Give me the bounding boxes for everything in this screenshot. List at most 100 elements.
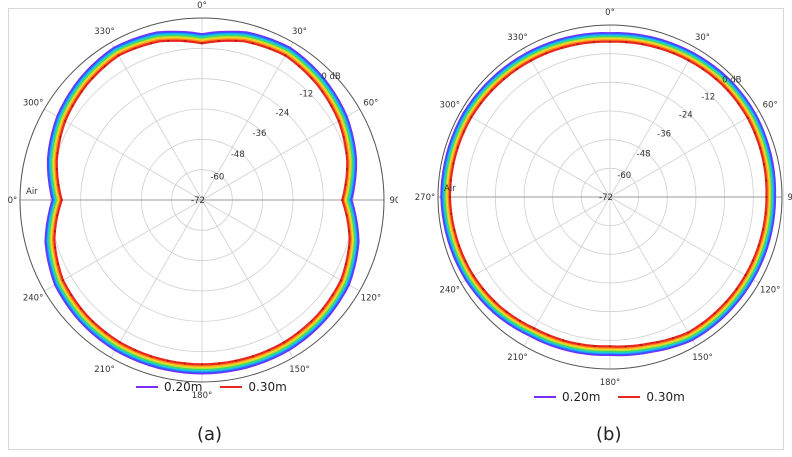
radial-tick-label: 0 dB <box>321 72 341 82</box>
series-point <box>268 47 271 50</box>
series-point <box>744 274 747 277</box>
series-point <box>472 274 475 277</box>
angle-tick-label: 330° <box>94 27 114 37</box>
series-point <box>331 293 334 296</box>
series-point <box>448 195 451 199</box>
radial-tick-label: -24 <box>275 109 289 119</box>
series-point <box>547 334 550 337</box>
angle-tick-label: 180° <box>192 391 212 401</box>
series-point <box>71 104 74 107</box>
series-point <box>449 179 452 182</box>
series-point <box>640 343 643 346</box>
series-point <box>337 119 340 123</box>
series-point <box>64 119 67 123</box>
series-point <box>608 345 612 348</box>
angle-tick-label: 0° <box>197 1 207 11</box>
series-point <box>725 300 728 303</box>
series-point <box>577 342 580 346</box>
series-point <box>218 362 221 365</box>
series-point <box>55 168 59 171</box>
series-point <box>458 244 461 248</box>
polar-plot-a: 0° 30° 60° 90° 120° 150° 180° 210° 240° 270° 300° 3… <box>8 0 398 420</box>
angle-tick-label: 60° <box>763 101 778 111</box>
series-point <box>762 163 766 166</box>
series-point <box>493 300 496 303</box>
series-point <box>310 320 313 323</box>
radial-tick-label: -48 <box>637 150 651 160</box>
series-point <box>593 344 596 348</box>
angle-tick-label: 90° <box>389 196 398 206</box>
figure-frame <box>8 8 784 450</box>
grid-spoke <box>201 42 294 201</box>
series-point <box>251 42 254 45</box>
series-point <box>737 102 740 105</box>
grid-spoke <box>460 196 611 284</box>
series-point <box>625 41 628 44</box>
series-point <box>200 363 204 366</box>
radial-tick-label: -36 <box>253 129 267 139</box>
series-point <box>284 54 287 57</box>
series-point <box>330 104 333 107</box>
angle-tick-label: 270° <box>8 196 17 206</box>
radial-tick-label: -12 <box>299 90 313 100</box>
grid-spoke <box>609 196 760 284</box>
series-point <box>757 244 760 247</box>
series-point <box>267 349 270 352</box>
series-point <box>344 183 347 186</box>
angle-tick-label: 120° <box>760 286 780 296</box>
annotation-air: Air <box>26 187 38 197</box>
series-point <box>346 168 349 171</box>
series-point <box>479 102 482 105</box>
series-point <box>166 359 169 362</box>
panel-label-a: (a) <box>197 424 223 445</box>
series-point <box>283 341 286 344</box>
legend-item: 0.30m <box>220 380 287 394</box>
series-point <box>456 146 459 149</box>
series-point <box>80 90 83 93</box>
angle-tick-label: 180° <box>600 378 620 388</box>
angle-tick-label: 90° <box>787 193 792 203</box>
angle-tick-label: 270° <box>415 193 435 203</box>
legend-swatch <box>618 396 641 398</box>
series-point <box>59 135 62 139</box>
grid-spoke <box>201 199 294 358</box>
series-point <box>505 310 508 313</box>
angle-tick-label: 120° <box>361 294 381 304</box>
radial-tick-label: -72 <box>599 193 613 203</box>
series-point <box>200 42 204 45</box>
series-point <box>133 47 136 50</box>
series-point <box>183 362 186 365</box>
series-point <box>759 147 762 150</box>
radial-tick-label: -48 <box>231 150 245 160</box>
angle-tick-label: 240° <box>440 286 460 296</box>
series-point <box>641 43 644 46</box>
series-point <box>530 59 533 62</box>
radial-tick-label: -24 <box>679 111 693 121</box>
angle-tick-label: 60° <box>363 99 378 109</box>
series-point <box>701 68 705 71</box>
series-point <box>533 327 536 330</box>
radial-tick-label: -60 <box>210 173 224 183</box>
polar-plot-b: 0° 30° 60° 90° 120° 150° 180° 210° 240° 270° 300° 3… <box>402 0 792 420</box>
angle-tick-label: 210° <box>507 353 527 363</box>
series-point <box>297 331 300 334</box>
series-point <box>482 288 485 291</box>
series-point <box>184 40 187 43</box>
legend-label: 0.30m <box>248 380 287 394</box>
grid-spoke <box>44 108 203 201</box>
outer-circle <box>437 24 783 370</box>
angle-tick-label: 240° <box>23 294 43 304</box>
series-point <box>60 198 63 202</box>
series-point <box>235 359 238 362</box>
grid-spoke <box>110 42 203 201</box>
series-point <box>727 89 730 92</box>
angle-tick-label: 300° <box>440 101 460 111</box>
series-point <box>56 152 59 155</box>
series-point <box>470 115 473 119</box>
outer-circle <box>19 17 385 383</box>
series-point <box>672 52 675 55</box>
series-point <box>715 78 718 81</box>
legend-b: 0.20m 0.30m <box>534 390 703 404</box>
series-point <box>592 41 595 44</box>
series-point <box>545 52 548 55</box>
